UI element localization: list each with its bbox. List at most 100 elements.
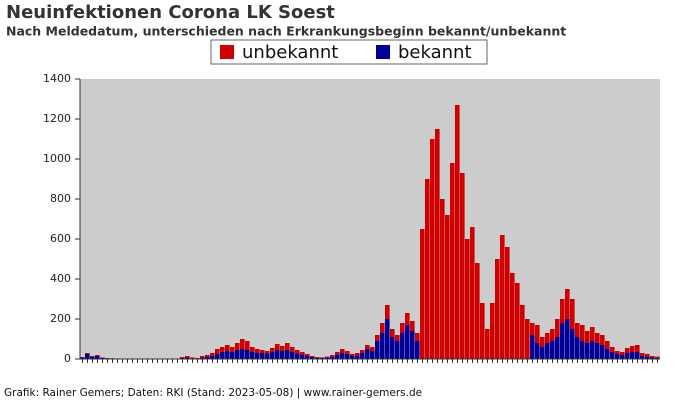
bar xyxy=(280,351,285,359)
bar xyxy=(585,331,590,343)
bar xyxy=(390,329,395,337)
bar xyxy=(640,353,645,356)
bar xyxy=(535,325,540,343)
bar xyxy=(335,352,340,355)
bar xyxy=(220,352,225,359)
bar xyxy=(330,355,335,357)
bar xyxy=(595,333,600,343)
bar xyxy=(535,343,540,359)
bar xyxy=(455,105,460,359)
bar xyxy=(275,350,280,359)
bar xyxy=(225,345,230,351)
bar xyxy=(510,273,515,359)
bar xyxy=(530,335,535,359)
legend-swatch xyxy=(220,45,234,59)
bar xyxy=(290,352,295,359)
bar xyxy=(605,349,610,359)
bar xyxy=(615,354,620,359)
bar xyxy=(490,303,495,359)
bar xyxy=(405,325,410,359)
bar xyxy=(560,299,565,323)
bar xyxy=(365,349,370,359)
bar xyxy=(555,319,560,337)
bar xyxy=(230,347,235,352)
y-tick-label: 1400 xyxy=(43,72,71,85)
bar xyxy=(295,353,300,359)
bar xyxy=(215,349,220,354)
y-tick-label: 800 xyxy=(50,192,71,205)
bar xyxy=(320,357,325,358)
bar xyxy=(480,303,485,359)
bar xyxy=(240,339,245,349)
bar xyxy=(415,341,420,359)
bar xyxy=(200,356,205,357)
y-tick-label: 1200 xyxy=(43,112,71,125)
bar xyxy=(360,350,365,353)
bar xyxy=(615,351,620,354)
bar xyxy=(575,337,580,359)
y-tick-label: 0 xyxy=(64,352,71,365)
bar xyxy=(465,239,470,359)
bar xyxy=(260,350,265,353)
bar xyxy=(300,355,305,359)
bar xyxy=(220,347,225,352)
bar xyxy=(450,163,455,359)
y-tick-label: 600 xyxy=(50,232,71,245)
bar xyxy=(255,349,260,353)
bar xyxy=(445,215,450,359)
bar xyxy=(310,356,315,357)
bar xyxy=(520,305,525,359)
bar xyxy=(635,352,640,359)
bar xyxy=(190,357,195,358)
bar xyxy=(390,337,395,359)
bar xyxy=(475,263,480,359)
bar xyxy=(250,352,255,359)
bar xyxy=(575,323,580,337)
bar xyxy=(355,355,360,359)
bar xyxy=(440,199,445,359)
bar xyxy=(400,333,405,359)
bar xyxy=(580,341,585,359)
bar xyxy=(635,345,640,352)
bar xyxy=(365,345,370,349)
bar xyxy=(345,351,350,354)
bar xyxy=(470,227,475,359)
bar xyxy=(315,357,320,358)
bar xyxy=(610,347,615,352)
bar xyxy=(485,329,490,359)
bar xyxy=(245,350,250,359)
bar xyxy=(600,345,605,359)
bar xyxy=(385,319,390,359)
bar xyxy=(230,352,235,359)
bar xyxy=(225,351,230,359)
bar xyxy=(550,341,555,359)
bar xyxy=(610,352,615,359)
bar xyxy=(90,356,95,357)
bar xyxy=(540,347,545,359)
bar xyxy=(370,347,375,351)
bar xyxy=(540,337,545,347)
bar xyxy=(265,351,270,353)
bar xyxy=(285,343,290,350)
bar xyxy=(590,341,595,359)
bar xyxy=(85,354,90,359)
bar xyxy=(335,355,340,359)
bar xyxy=(590,327,595,341)
bar xyxy=(460,173,465,359)
bar xyxy=(280,346,285,351)
bar xyxy=(630,352,635,359)
bar xyxy=(595,343,600,359)
bar xyxy=(215,354,220,359)
bar xyxy=(525,319,530,359)
bar xyxy=(235,343,240,350)
bar xyxy=(605,341,610,349)
footer: Grafik: Rainer Gemers; Daten: RKI (Stand… xyxy=(4,387,422,399)
bar xyxy=(550,329,555,341)
bar xyxy=(620,355,625,359)
bar xyxy=(565,289,570,319)
bar xyxy=(650,356,655,357)
bar xyxy=(345,354,350,359)
bar xyxy=(410,321,415,331)
bar xyxy=(395,341,400,359)
